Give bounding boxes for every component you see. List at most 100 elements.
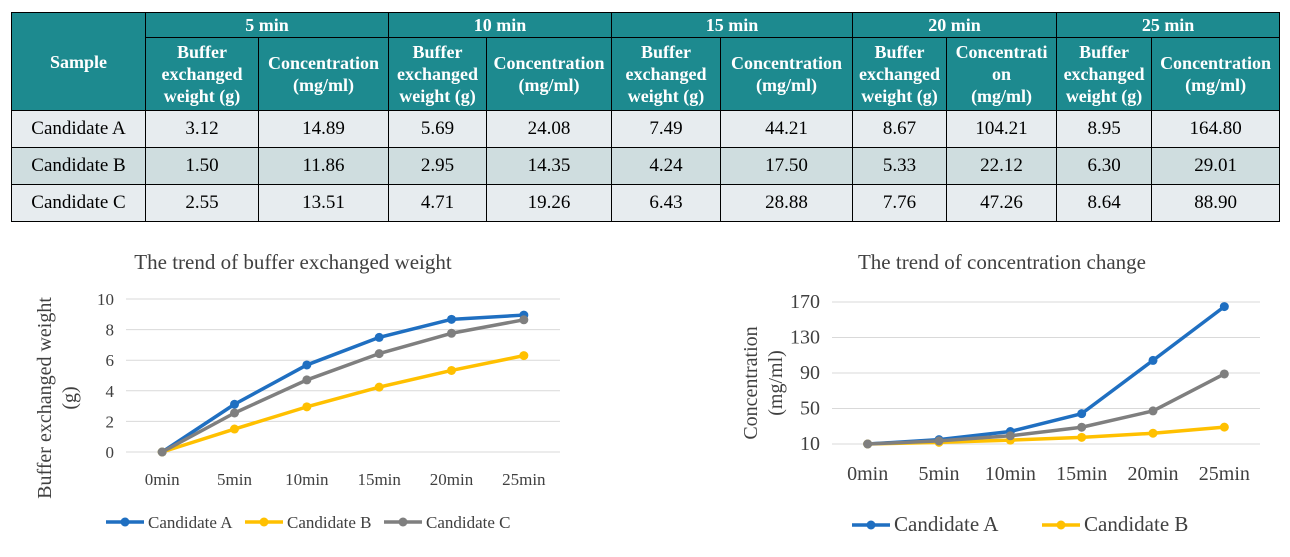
measure-header-line: Concentration bbox=[1160, 53, 1272, 73]
value-cell: 19.26 bbox=[486, 184, 613, 222]
sample-name-cell: Candidate B bbox=[11, 147, 146, 185]
x-tick-label: 15min bbox=[1056, 463, 1107, 485]
y-tick-label: 130 bbox=[790, 327, 820, 349]
time-header: 5 min bbox=[144, 12, 390, 38]
data-point bbox=[1005, 431, 1015, 441]
value-cell: 5.33 bbox=[852, 147, 948, 185]
value-cell: 4.71 bbox=[388, 184, 488, 222]
measure-header: Concentration(mg/ml) bbox=[486, 37, 613, 111]
data-point bbox=[302, 402, 312, 412]
legend-marker bbox=[259, 517, 269, 527]
x-tick-label: 20min bbox=[1127, 463, 1178, 485]
measure-header: Buffer exchanged weight (g) bbox=[145, 37, 259, 111]
measure-header-line: (mg/ml) bbox=[1185, 75, 1247, 95]
value-cell: 11.86 bbox=[257, 147, 390, 185]
measure-header-line: Concentration bbox=[731, 53, 843, 73]
legend-marker bbox=[866, 520, 876, 530]
measure-header-line: exchanged bbox=[625, 64, 707, 84]
series-line bbox=[161, 353, 525, 454]
measure-header: Concentration(mg/ml) bbox=[257, 37, 390, 111]
y-tick-label: 4 bbox=[106, 382, 115, 401]
chart-title: The trend of buffer exchanged weight bbox=[134, 250, 452, 274]
value-cell: 17.50 bbox=[720, 147, 854, 185]
table-header-row-measures: Buffer exchanged weight (g) Concentration (m… bbox=[12, 37, 1281, 111]
value-cell: 29.01 bbox=[1151, 147, 1281, 185]
legend-item: Candidate A bbox=[852, 512, 999, 536]
measure-header-line: (mg/ml) bbox=[518, 75, 580, 95]
data-point bbox=[934, 436, 944, 446]
data-point bbox=[1219, 369, 1229, 379]
series-line bbox=[867, 305, 1226, 446]
data-point bbox=[447, 365, 456, 375]
value-cell: 8.95 bbox=[1056, 110, 1153, 148]
y-axis-label: Concentration bbox=[740, 326, 762, 439]
measure-header-line: exchanged bbox=[859, 64, 941, 84]
measure-header-line: Buffer bbox=[874, 42, 925, 62]
value-cell: 2.55 bbox=[145, 184, 259, 222]
measure-header-line: exchanged bbox=[397, 64, 479, 84]
value-cell: 3.12 bbox=[145, 110, 259, 148]
time-header: 20 min bbox=[852, 12, 1058, 38]
sample-header: Sample bbox=[11, 12, 146, 111]
data-point bbox=[1077, 432, 1087, 442]
x-tick-label: 0min bbox=[145, 470, 180, 489]
x-tick-label: 20min bbox=[430, 470, 474, 489]
data-point bbox=[1219, 302, 1229, 312]
value-cell: 6.30 bbox=[1056, 147, 1153, 185]
y-axis-label: (g) bbox=[59, 386, 81, 409]
measure-header: Buffer exchanged weight (g) bbox=[1056, 37, 1153, 111]
measure-header-line: (mg/ml) bbox=[293, 75, 354, 95]
sample-name-cell: Candidate C bbox=[11, 184, 146, 222]
measure-header-line: Concentrati bbox=[955, 42, 1048, 62]
data-point bbox=[447, 314, 456, 324]
measure-header-line: Buffer bbox=[177, 42, 227, 62]
value-cell: 5.69 bbox=[388, 110, 488, 148]
y-tick-label: 50 bbox=[800, 398, 820, 420]
measure-header-line: exchanged bbox=[161, 64, 243, 84]
value-cell: 47.26 bbox=[946, 184, 1058, 222]
value-cell: 44.21 bbox=[720, 110, 854, 148]
table-row: Candidate C 2.55 13.51 4.71 19.26 6.43 28.88 7.… bbox=[11, 184, 1281, 222]
y-tick-label: 8 bbox=[106, 321, 115, 340]
measure-header: Buffer exchanged weight (g) bbox=[388, 37, 488, 111]
measure-header-line: weight (g) bbox=[163, 86, 241, 106]
measure-header-line: weight (g) bbox=[1065, 86, 1143, 106]
data-point bbox=[302, 375, 312, 385]
legend-label: Candidate C bbox=[426, 513, 511, 532]
y-tick-label: 0 bbox=[106, 443, 115, 462]
data-point bbox=[1077, 409, 1087, 419]
legend-label: Candidate A bbox=[894, 512, 999, 536]
value-cell: 14.89 bbox=[257, 110, 390, 148]
data-point bbox=[1148, 355, 1158, 365]
x-tick-label: 25min bbox=[502, 470, 546, 489]
legend-label: Candidate A bbox=[148, 513, 233, 532]
legend-marker bbox=[398, 517, 408, 527]
measure-header-line: (mg/ml) bbox=[756, 75, 818, 95]
value-cell: 88.90 bbox=[1151, 184, 1281, 222]
table-header-row-times: Sample 5 min 10 min 15 min 20 min 25 min bbox=[11, 12, 1281, 111]
data-point bbox=[1219, 422, 1229, 432]
data-point bbox=[447, 328, 456, 338]
value-cell: 7.76 bbox=[852, 184, 948, 222]
measure-header-line: Buffer bbox=[641, 42, 692, 62]
measure-header-line: (mg/ml) bbox=[971, 86, 1033, 106]
y-tick-label: 10 bbox=[97, 290, 114, 309]
y-axis-label: Buffer exchanged weight bbox=[34, 297, 56, 499]
value-cell: 22.12 bbox=[946, 147, 1058, 185]
data-point bbox=[374, 332, 384, 342]
table-row: Candidate B 1.50 11.86 2.95 14.35 4.24 17.50 5.… bbox=[11, 147, 1281, 185]
y-tick-label: 90 bbox=[800, 362, 820, 384]
measure-header-line: Buffer bbox=[412, 42, 463, 62]
data-point bbox=[230, 399, 239, 409]
value-cell: 8.67 bbox=[852, 110, 948, 148]
value-cell: 6.43 bbox=[611, 184, 722, 222]
table-row: Candidate A 3.12 14.89 5.69 24.08 7.49 44.21 8.… bbox=[11, 110, 1281, 148]
legend-label: Candidate B bbox=[287, 513, 372, 532]
time-header: 15 min bbox=[611, 12, 854, 38]
legend-marker bbox=[120, 517, 130, 527]
measure-header: Concentration(mg/ml) bbox=[1151, 37, 1281, 111]
value-cell: 104.21 bbox=[946, 110, 1058, 148]
sample-name-cell: Candidate A bbox=[11, 110, 146, 148]
y-tick-label: 10 bbox=[800, 433, 820, 455]
